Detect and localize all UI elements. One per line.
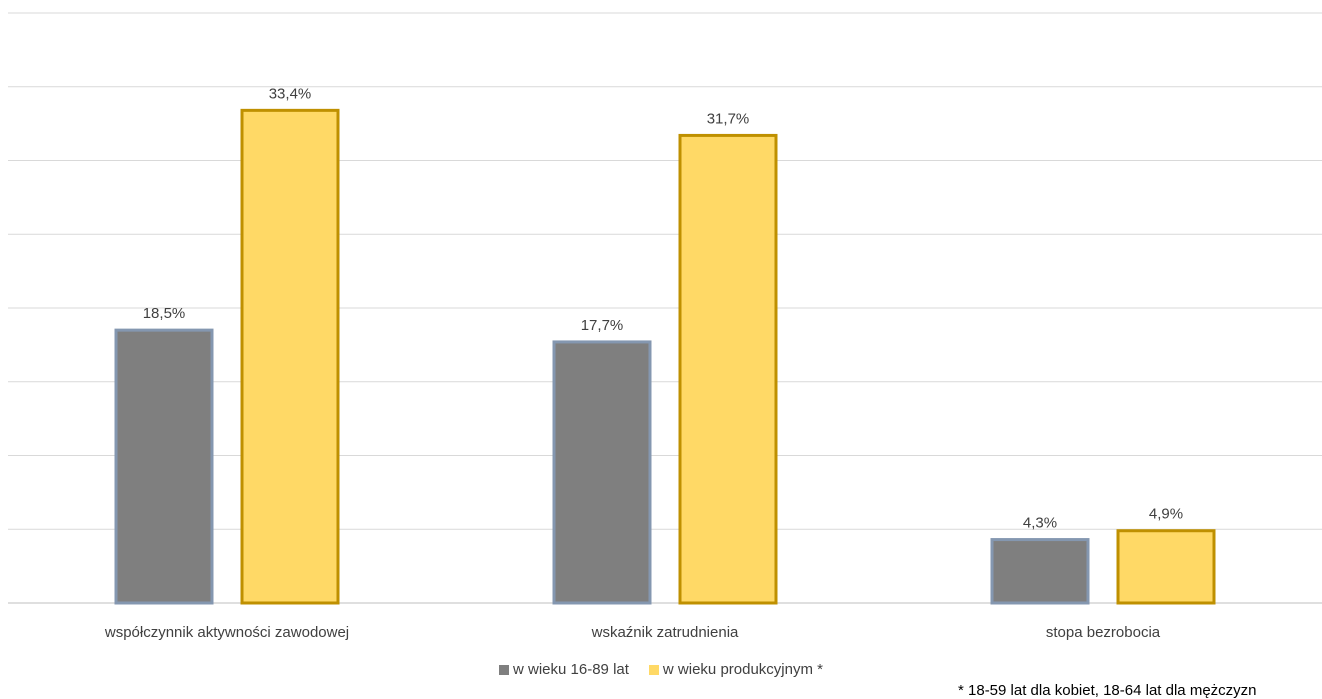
legend-label-series-2: w wieku produkcyjnym *	[662, 661, 823, 678]
legend-item-series-2: w wieku produkcyjnym *	[648, 661, 823, 678]
legend-item-series-1: w wieku 16-89 lat	[499, 661, 629, 678]
category-label: współczynnik aktywności zawodowej	[104, 624, 349, 641]
category-label: stopa bezrobocia	[1046, 624, 1161, 641]
bar-series-1-cat-3	[990, 538, 1090, 605]
data-label: 33,4%	[269, 85, 312, 102]
data-label: 4,3%	[1023, 515, 1057, 532]
bar-series-2-cat-1	[240, 108, 340, 605]
data-label: 18,5%	[143, 305, 186, 322]
bar-series-2-cat-2	[678, 133, 778, 605]
data-label: 4,9%	[1149, 506, 1183, 523]
bar-series-1-cat-1	[114, 328, 214, 605]
data-label: 17,7%	[581, 317, 624, 334]
legend: w wieku 16-89 lat w wieku produkcyjnym *	[0, 661, 1322, 678]
footnote: * 18-59 lat dla kobiet, 18-64 lat dla mę…	[958, 682, 1257, 699]
legend-swatch-yellow	[648, 664, 659, 675]
legend-swatch-gray	[499, 664, 510, 675]
bar-series-1-cat-2	[552, 340, 652, 605]
legend-label-series-1: w wieku 16-89 lat	[513, 661, 629, 678]
data-label: 31,7%	[707, 110, 750, 127]
category-label: wskaźnik zatrudnienia	[591, 624, 739, 641]
bar-series-2-cat-3	[1116, 529, 1216, 605]
